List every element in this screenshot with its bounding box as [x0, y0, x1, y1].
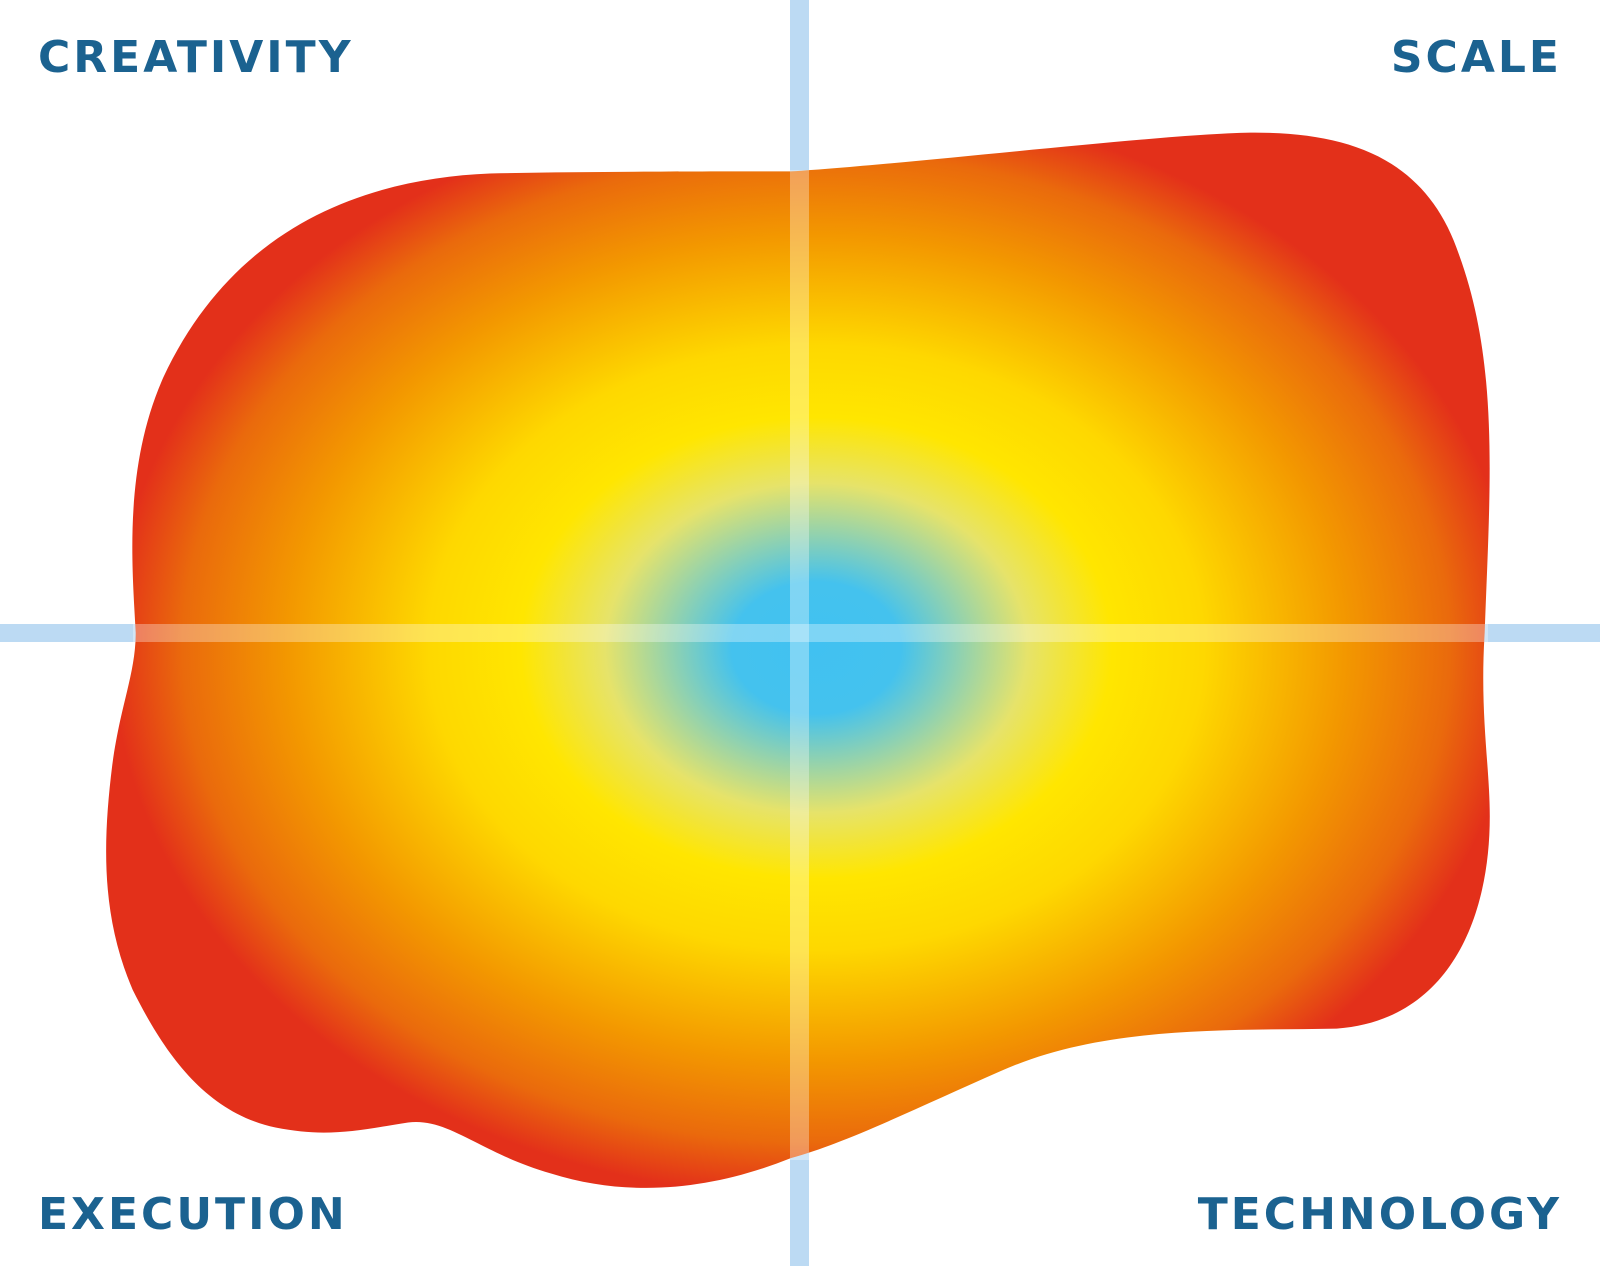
horizontal-axis-overlay — [133, 624, 1488, 642]
axes-over — [133, 170, 1488, 1160]
quadrant-label: EXECUTION — [38, 1189, 348, 1240]
quadrant-label: SCALE — [1391, 32, 1562, 83]
heat-blob — [106, 132, 1490, 1188]
quadrant-label: TECHNOLOGY — [1198, 1189, 1562, 1240]
blob-group — [106, 132, 1490, 1188]
quadrant-label: CREATIVITY — [38, 32, 354, 83]
vertical-axis-overlay — [790, 170, 809, 1160]
